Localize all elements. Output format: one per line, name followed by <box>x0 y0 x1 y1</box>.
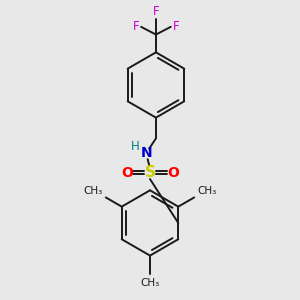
Text: CH₃: CH₃ <box>197 185 217 196</box>
Text: F: F <box>133 20 139 33</box>
Text: H: H <box>131 140 140 153</box>
Text: CH₃: CH₃ <box>83 185 103 196</box>
Text: CH₃: CH₃ <box>140 278 160 288</box>
Text: N: N <box>141 146 153 160</box>
Text: F: F <box>153 5 159 18</box>
Text: S: S <box>145 165 155 180</box>
Text: O: O <box>121 166 133 179</box>
Text: O: O <box>167 166 179 179</box>
Text: F: F <box>172 20 179 33</box>
